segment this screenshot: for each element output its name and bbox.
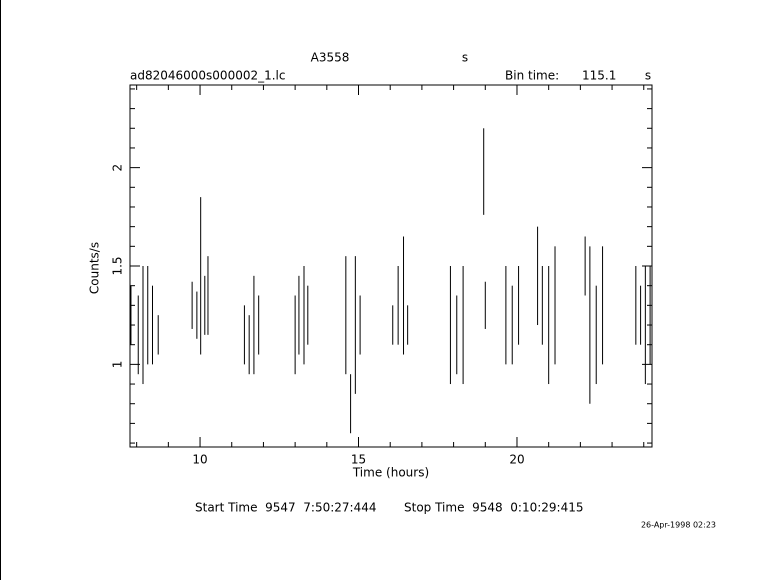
y-tick-label: 1 [111, 361, 125, 369]
stop-time: Stop Time 9548 0:10:29:415 [404, 501, 583, 515]
bin-time: 115.1 [582, 69, 616, 83]
bin-time-label: Bin time: [505, 69, 559, 83]
x-axis-label: Time (hours) [352, 466, 429, 480]
title-unit: s [462, 51, 468, 65]
timestamp: 26-Apr-1998 02:23 [641, 521, 716, 530]
y-tick-label: 1.5 [111, 256, 125, 275]
y-axis-label: Counts/s [88, 242, 102, 294]
start-time: Start Time 9547 7:50:27:444 [195, 501, 377, 515]
bin-time-unit: s [645, 69, 651, 83]
chart-title: A3558 [311, 51, 350, 65]
x-tick-label: 15 [351, 453, 366, 467]
x-tick-label: 10 [192, 453, 207, 467]
y-tick-label: 2 [111, 164, 125, 172]
chart-subtitle: ad82046000s000002_1.lc [130, 69, 286, 83]
x-tick-label: 20 [509, 453, 524, 467]
